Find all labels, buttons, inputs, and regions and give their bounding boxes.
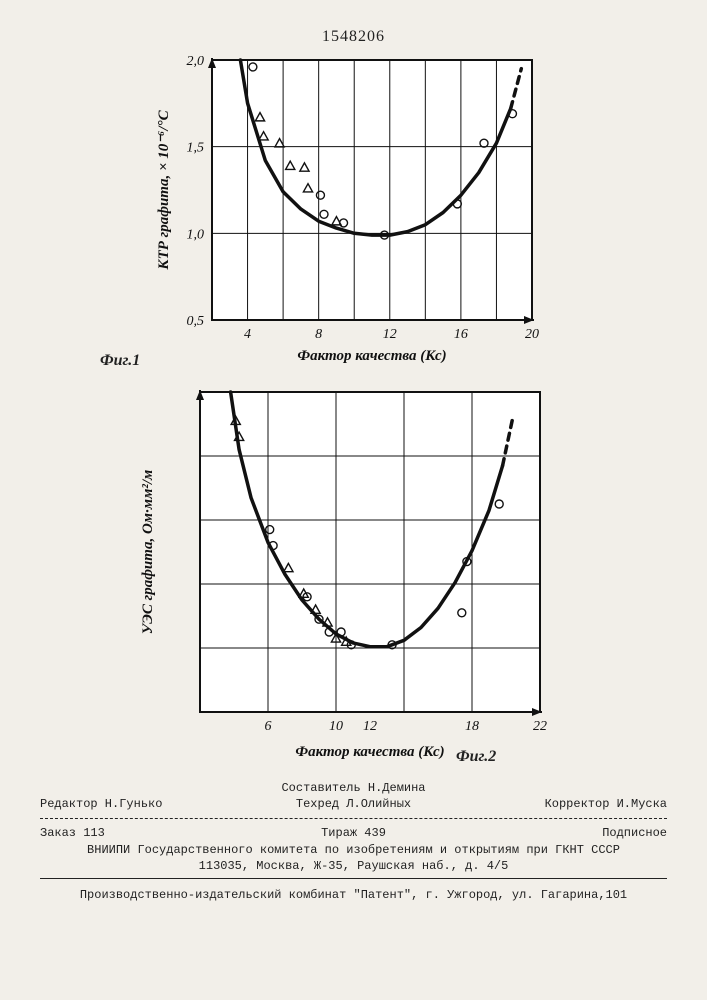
svg-text:2,0: 2,0: [187, 54, 205, 69]
svg-text:Фактор качества (Кс): Фактор качества (Кс): [295, 744, 444, 760]
footer-editor: Редактор Н.Гунько: [40, 796, 249, 812]
figure-2: 6 10 12 18 22 Фактор качества (Кс) УЭС графита…: [130, 380, 560, 770]
svg-text:УЭС графита, Ом·мм²/м: УЭС графита, Ом·мм²/м: [140, 470, 156, 635]
svg-text:18: 18: [465, 719, 479, 734]
svg-text:4: 4: [244, 327, 251, 342]
footer-techred: Техред Л.Олийных: [249, 796, 458, 812]
footer-org: ВНИИПИ Государственного комитета по изоб…: [40, 842, 667, 858]
fig2-label: Фиг.2: [456, 748, 496, 766]
page-root: 1548206 4 8 12 16 20 0,5 1,0 1,5 2,0 Фактор качес…: [0, 0, 707, 1000]
svg-text:12: 12: [383, 327, 397, 342]
figure-1: 4 8 12 16 20 0,5 1,0 1,5 2,0 Фактор качества (Кс)…: [150, 50, 550, 370]
divider-dashed-1: [40, 818, 667, 819]
fig1-label: Фиг.1: [100, 352, 140, 370]
svg-text:Фактор качества (Кс): Фактор качества (Кс): [297, 348, 446, 364]
footer-block: Составитель Н.Демина Редактор Н.Гунько Т…: [40, 780, 667, 903]
footer-compiler: Составитель Н.Демина: [249, 780, 458, 796]
svg-text:0,5: 0,5: [187, 314, 205, 329]
svg-text:10: 10: [329, 719, 343, 734]
footer-corrector: Корректор И.Муска: [458, 796, 667, 812]
svg-text:20: 20: [525, 327, 539, 342]
svg-text:22: 22: [533, 719, 547, 734]
divider-solid-1: [40, 878, 667, 879]
document-number: 1548206: [0, 28, 707, 46]
chart-fig2: 6 10 12 18 22 Фактор качества (Кс) УЭС графита…: [130, 380, 560, 770]
svg-text:КТР графита, × 10⁻⁶/°С: КТР графита, × 10⁻⁶/°С: [156, 109, 172, 270]
svg-text:16: 16: [454, 327, 468, 342]
svg-text:1,5: 1,5: [187, 141, 205, 156]
svg-text:6: 6: [265, 719, 272, 734]
footer-address: 113035, Москва, Ж-35, Раушская наб., д. …: [40, 858, 667, 874]
footer-circulation: Тираж 439: [249, 825, 458, 841]
footer-order: Заказ 113: [40, 825, 249, 841]
footer-subscription: Подписное: [458, 825, 667, 841]
svg-text:12: 12: [363, 719, 377, 734]
chart-fig1: 4 8 12 16 20 0,5 1,0 1,5 2,0 Фактор качества (Кс)…: [150, 50, 550, 370]
footer-printer: Производственно-издательский комбинат "П…: [40, 887, 667, 903]
svg-text:1,0: 1,0: [187, 227, 205, 242]
svg-text:8: 8: [315, 327, 322, 342]
